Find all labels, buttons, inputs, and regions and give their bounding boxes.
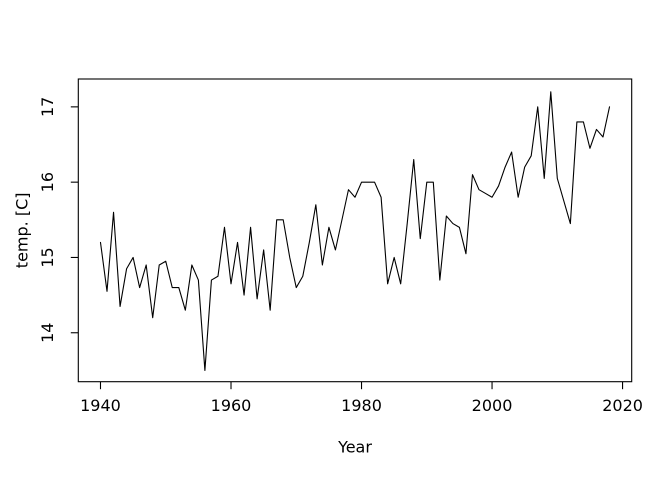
y-axis-ticks [70,106,79,334]
x-axis-ticks [99,381,624,390]
x-tick-label: 1960 [211,396,252,415]
y-tick-label: 17 [38,97,57,117]
y-axis-tick-labels: 14 15 16 17 [38,97,57,343]
x-tick-label: 2000 [472,396,513,415]
y-axis-title: temp. [C] [13,193,32,269]
y-tick-label: 14 [38,323,57,343]
y-tick-label: 16 [38,172,57,192]
temperature-series-line [99,91,611,371]
x-axis-title: Year [337,438,372,457]
x-tick-label: 2020 [602,396,643,415]
y-tick-label: 15 [38,247,57,267]
x-axis-tick-labels: 1940 1960 1980 2000 2020 [80,396,643,415]
x-tick-label: 1940 [80,396,121,415]
plot-box [77,78,633,383]
x-tick-label: 1980 [341,396,382,415]
